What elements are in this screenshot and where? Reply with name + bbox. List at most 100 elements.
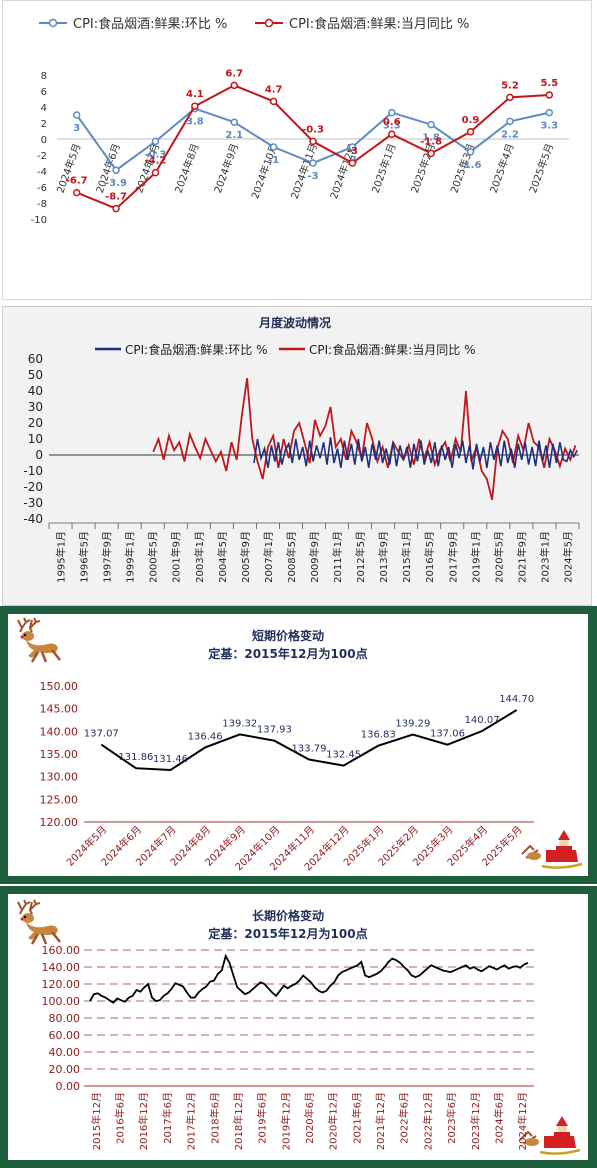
x-tick-label: 1995年1月 — [55, 531, 68, 583]
y-tick-label: 30 — [28, 400, 43, 414]
data-label-1: -8.7 — [105, 192, 127, 203]
data-point-1 — [269, 97, 278, 106]
y-tick-label: 150.00 — [40, 680, 79, 693]
data-label-0: -1.6 — [460, 160, 482, 171]
y-tick-label: 8 — [41, 71, 47, 82]
data-label-1: 6.7 — [225, 68, 243, 79]
chart-panel-fruit-cpi-short: CPI:食品烟酒:鲜果:环比 % CPI:食品烟酒:鲜果:当月同比 % 8 6 4 2 0 -… — [2, 0, 592, 300]
data-point-1 — [427, 149, 435, 158]
x-tick-label: 2017年12月 — [185, 1092, 198, 1150]
y-tick-label: -8 — [37, 199, 47, 210]
x-tick-label: 2017年6月 — [161, 1092, 174, 1144]
series-line — [100, 709, 518, 772]
y-tick-label: 125.00 — [40, 793, 79, 806]
x-tick-label: 2008年5月 — [285, 531, 298, 583]
data-point-0 — [348, 143, 357, 151]
legend-label-1: CPI:食品烟酒:鲜果:当月同比 % — [309, 342, 476, 357]
data-point-1 — [388, 130, 396, 138]
x-tick-label: 2020年6月 — [303, 1092, 316, 1144]
data-label-0: -0.3 — [145, 149, 167, 160]
data-label: 140.07 — [465, 715, 500, 726]
data-point-0 — [427, 120, 435, 129]
data-label-0: 1.8 — [422, 133, 440, 144]
x-tick-label: 2000年5月 — [147, 531, 160, 583]
y-tick-label: 20 — [28, 416, 43, 430]
data-point-0 — [506, 117, 514, 126]
y-tick-label: 145.00 — [40, 703, 79, 716]
data-label-0: 3.3 — [540, 121, 558, 132]
data-label-1: -3 — [347, 146, 358, 157]
series-line-0 — [253, 437, 579, 470]
data-label-0: 3 — [73, 123, 80, 134]
chart-card-short-term: 短期价格变动 定基：2015年12月为100点 150.00 145.00 140.00… — [8, 614, 588, 876]
x-tick-label: 2015年12月 — [90, 1092, 103, 1150]
data-point-1 — [230, 81, 238, 90]
santa-sleigh-icon — [521, 830, 583, 869]
x-tick-label: 2013年9月 — [377, 531, 390, 583]
x-tick-label: 2024年10月 — [248, 142, 280, 201]
y-tick-label: 0 — [41, 135, 47, 146]
y-tick-label: 2 — [41, 119, 47, 130]
x-tick-label: 2003年1月 — [193, 531, 206, 583]
y-tick-label: -10 — [31, 215, 47, 226]
x-tick-label: 2018年6月 — [208, 1092, 221, 1144]
x-tick-label: 2024年9月 — [211, 142, 241, 195]
data-point-1 — [545, 91, 554, 99]
x-tick-label: 2023年1月 — [538, 531, 551, 583]
y-tick-label: 60 — [28, 352, 43, 366]
x-tick-label: 2025年5月 — [526, 142, 556, 195]
x-tick-label: 2015年1月 — [400, 531, 413, 583]
x-tick-label: 2001年9月 — [170, 531, 183, 583]
y-tick-label: 80.00 — [49, 1012, 81, 1025]
y-tick-label: 0.00 — [56, 1080, 81, 1093]
data-label: 144.70 — [499, 694, 534, 705]
data-point-0 — [151, 137, 160, 146]
x-tick-label: 2004年5月 — [216, 531, 229, 583]
data-point-0 — [466, 148, 475, 156]
chart-title: 长期价格变动 — [252, 908, 324, 923]
y-tick-label: -2 — [37, 151, 47, 162]
x-tick-label: 2019年12月 — [279, 1092, 292, 1150]
y-tick-label: 60.00 — [49, 1029, 81, 1042]
data-label: 139.32 — [222, 718, 257, 729]
data-label-0: 3.3 — [383, 121, 401, 132]
x-tick-label: 2016年5月 — [423, 531, 436, 583]
x-tick-label: 2022年6月 — [398, 1092, 411, 1144]
data-label-0: 2.2 — [501, 129, 519, 140]
y-tick-label: 6 — [41, 87, 47, 98]
chart-subtitle: 定基：2015年12月为100点 — [208, 926, 367, 941]
chart-svg-2: 月度波动情况 CPI:食品烟酒:鲜果:环比 % CPI:食品烟酒:鲜果:当月同比 %… — [23, 315, 580, 583]
x-tick-label: 1996年5月 — [78, 531, 91, 583]
legend-label-1: CPI:食品烟酒:鲜果:当月同比 % — [289, 16, 469, 32]
data-label: 132.45 — [326, 750, 361, 761]
data-point-1 — [112, 204, 120, 213]
y-tick-label: 120.00 — [42, 978, 81, 991]
data-label-0: 3.8 — [186, 117, 204, 128]
y-tick-label: 20.00 — [49, 1063, 81, 1076]
data-point-0 — [112, 166, 120, 174]
y-tick-label: 130.00 — [40, 771, 79, 784]
data-label-1: -1.8 — [420, 136, 442, 147]
data-label-1: 5.5 — [540, 78, 558, 89]
data-label-1: 0.6 — [383, 117, 401, 128]
data-point-1 — [466, 128, 475, 136]
x-tick-label: 2005年9月 — [239, 531, 252, 583]
data-label-1: 0.9 — [462, 115, 480, 126]
x-tick-label: 2007年1月 — [262, 531, 275, 583]
data-label-1: 4.7 — [265, 84, 283, 95]
x-tick-label: 2009年9月 — [308, 531, 321, 583]
legend-marker-1 — [264, 18, 274, 28]
data-point-0 — [269, 143, 278, 151]
x-tick-label: 1997年9月 — [101, 531, 114, 583]
y-tick-label: 40 — [28, 384, 43, 398]
reindeer-icon — [17, 617, 61, 663]
x-tick-label: 2011年1月 — [331, 531, 344, 583]
x-tick-label: 2024年5月 — [54, 142, 84, 195]
data-label-1: -4.2 — [145, 156, 167, 167]
data-point-0 — [230, 118, 238, 126]
y-tick-label: -40 — [23, 512, 43, 526]
chart-subtitle: 定基：2015年12月为100点 — [208, 646, 367, 661]
y-tick-label: 140.00 — [40, 725, 79, 738]
